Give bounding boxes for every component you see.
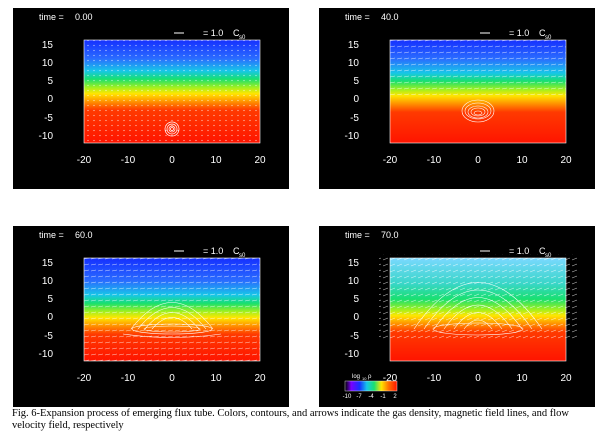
- figure-caption: Fig. 6-Expansion process of emerging flu…: [12, 408, 569, 431]
- scale-value: = 1.0: [203, 246, 223, 256]
- panel-plot: time = 40.0 = 1.0 C s0 15 10 5 0 -5 -10 …: [345, 12, 572, 166]
- scale-unit: C: [233, 246, 240, 256]
- x-tick: 10: [516, 373, 528, 384]
- x-tick: 0: [475, 373, 481, 384]
- x-tick: -20: [383, 373, 398, 384]
- panel-plot: time = 0.00 = 1.0 C s0 15 10 5 0 -5 -10 …: [39, 12, 266, 166]
- colorbar-tick: -4: [368, 394, 374, 400]
- time-value: 70.0: [381, 230, 399, 240]
- x-tick: 0: [169, 155, 175, 166]
- scale-sub: s0: [545, 253, 552, 259]
- scale-unit: C: [233, 28, 240, 38]
- x-tick: -10: [427, 155, 442, 166]
- panel-time-40: time = 40.0 = 1.0 C s0 15 10 5 0 -5 -10 …: [319, 8, 595, 189]
- y-tick: -10: [345, 349, 360, 360]
- flux-tube-contours: [122, 302, 222, 338]
- panel-plot: time = 60.0 = 1.0 C s0 15 10 5 0 -5 -10 …: [39, 230, 266, 384]
- panel-time-70: time = 70.0 = 1.0 C s0 15 10 5 0 -5 -10 …: [319, 226, 595, 407]
- y-tick: 5: [47, 294, 53, 305]
- flux-tube-contours: [413, 282, 543, 336]
- colorbar-tick: -10: [343, 394, 352, 400]
- y-tick: 5: [353, 294, 359, 305]
- x-tick: 10: [210, 155, 222, 166]
- flux-tube-contours: [164, 121, 180, 137]
- panel-plot: time = 70.0 = 1.0 C s0 15 10 5 0 -5 -10 …: [343, 230, 577, 400]
- colorbar-tick: -7: [356, 394, 362, 400]
- panel-time-60: time = 60.0 = 1.0 C s0 15 10 5 0 -5 -10 …: [13, 226, 289, 407]
- y-tick: 0: [47, 312, 53, 323]
- time-label: time =: [39, 230, 64, 240]
- x-tick: -10: [427, 373, 442, 384]
- y-tick: -10: [39, 349, 54, 360]
- time-label: time =: [345, 12, 370, 22]
- x-tick: -20: [77, 373, 92, 384]
- y-tick: 5: [47, 76, 53, 87]
- y-axis-ticks: 15 10 5 0 -5 -10: [39, 40, 54, 142]
- y-tick: -5: [350, 113, 359, 124]
- y-tick: 10: [348, 58, 360, 69]
- y-tick: 15: [42, 40, 54, 51]
- panel-time-0: time = 0.00 = 1.0 C s0 15 10 5 0 -5 -10 …: [13, 8, 289, 189]
- x-axis-ticks: -20 -10 0 10 20: [383, 155, 572, 166]
- y-tick: 10: [42, 276, 54, 287]
- scale-value: = 1.0: [509, 246, 529, 256]
- x-tick: 0: [475, 155, 481, 166]
- time-value: 40.0: [381, 12, 399, 22]
- y-tick: 10: [42, 58, 54, 69]
- scale-sub: s0: [239, 253, 246, 259]
- x-tick: 0: [169, 373, 175, 384]
- y-tick: 15: [348, 40, 360, 51]
- x-tick: -20: [383, 155, 398, 166]
- scale-unit: C: [539, 28, 546, 38]
- velocity-field: [379, 254, 577, 339]
- scale-sub: s0: [545, 35, 552, 41]
- time-value: 0.00: [75, 12, 93, 22]
- colorbar-label-sym: ρ: [368, 374, 372, 380]
- y-tick: 0: [47, 94, 53, 105]
- y-tick: -10: [39, 131, 54, 142]
- y-tick: 0: [353, 312, 359, 323]
- y-tick: -5: [44, 331, 53, 342]
- scale-value: = 1.0: [203, 28, 223, 38]
- y-axis-ticks: 15 10 5 0 -5 -10: [39, 258, 54, 360]
- x-axis-ticks: -20 -10 0 10 20: [383, 373, 572, 384]
- y-tick: 15: [42, 258, 54, 269]
- y-tick: 5: [353, 76, 359, 87]
- y-axis-ticks: 15 10 5 0 -5 -10: [345, 40, 360, 142]
- x-axis-ticks: -20 -10 0 10 20: [77, 373, 266, 384]
- y-tick: 15: [348, 258, 360, 269]
- time-label: time =: [345, 230, 370, 240]
- colorbar-tick: -1: [380, 394, 386, 400]
- colorbar-gradient: [344, 380, 398, 392]
- velocity-field: [390, 40, 566, 95]
- x-tick: -10: [121, 155, 136, 166]
- y-tick: 10: [348, 276, 360, 287]
- x-tick: 20: [254, 155, 266, 166]
- scale-sub: s0: [239, 35, 246, 41]
- colorbar: log 10 ρ -10 -7 -4 -1 2: [343, 374, 398, 400]
- x-tick: 20: [254, 373, 266, 384]
- y-tick: 0: [353, 94, 359, 105]
- x-tick: -10: [121, 373, 136, 384]
- x-tick: 20: [560, 373, 572, 384]
- y-tick: -5: [350, 331, 359, 342]
- colorbar-tick: 2: [393, 394, 397, 400]
- y-axis-ticks: 15 10 5 0 -5 -10: [345, 258, 360, 360]
- scale-value: = 1.0: [509, 28, 529, 38]
- y-tick: -10: [345, 131, 360, 142]
- scale-unit: C: [539, 246, 546, 256]
- x-axis-ticks: -20 -10 0 10 20: [77, 155, 266, 166]
- flux-tube-contours: [461, 99, 495, 123]
- time-label: time =: [39, 12, 64, 22]
- time-value: 60.0: [75, 230, 93, 240]
- x-tick: 10: [210, 373, 222, 384]
- x-tick: 20: [560, 155, 572, 166]
- y-tick: -5: [44, 113, 53, 124]
- colorbar-label-sub: 10: [362, 376, 367, 381]
- x-tick: -20: [77, 155, 92, 166]
- colorbar-label: log: [352, 374, 360, 380]
- velocity-field: [84, 258, 260, 361]
- x-tick: 10: [516, 155, 528, 166]
